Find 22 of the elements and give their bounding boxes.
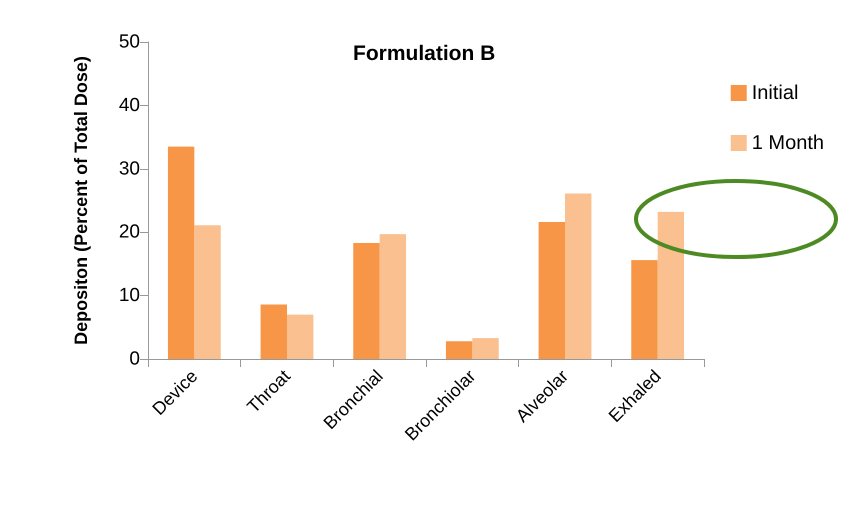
legend-label: 1 Month [752, 132, 824, 154]
bar [565, 194, 592, 359]
bar [631, 260, 658, 359]
y-tick-label: 30 [118, 158, 140, 180]
bar [353, 242, 380, 359]
y-tick-label: 0 [129, 348, 140, 370]
y-tick-label: 40 [118, 94, 140, 116]
bar [194, 225, 221, 359]
bar [472, 338, 499, 359]
bar [658, 212, 684, 359]
bar [538, 222, 565, 359]
bar [446, 341, 472, 359]
y-tick-label: 50 [118, 32, 140, 52]
legend-label: Initial [752, 82, 798, 104]
chart-title: Formulation B [353, 42, 496, 65]
bar [168, 146, 194, 359]
y-tick-label: 10 [118, 285, 140, 306]
y-axis-title: Depositon (Percent of Total Dose) [71, 56, 91, 345]
y-tick-label: 20 [118, 222, 140, 243]
bar [380, 234, 406, 359]
bar [287, 314, 314, 359]
bar [260, 304, 287, 359]
